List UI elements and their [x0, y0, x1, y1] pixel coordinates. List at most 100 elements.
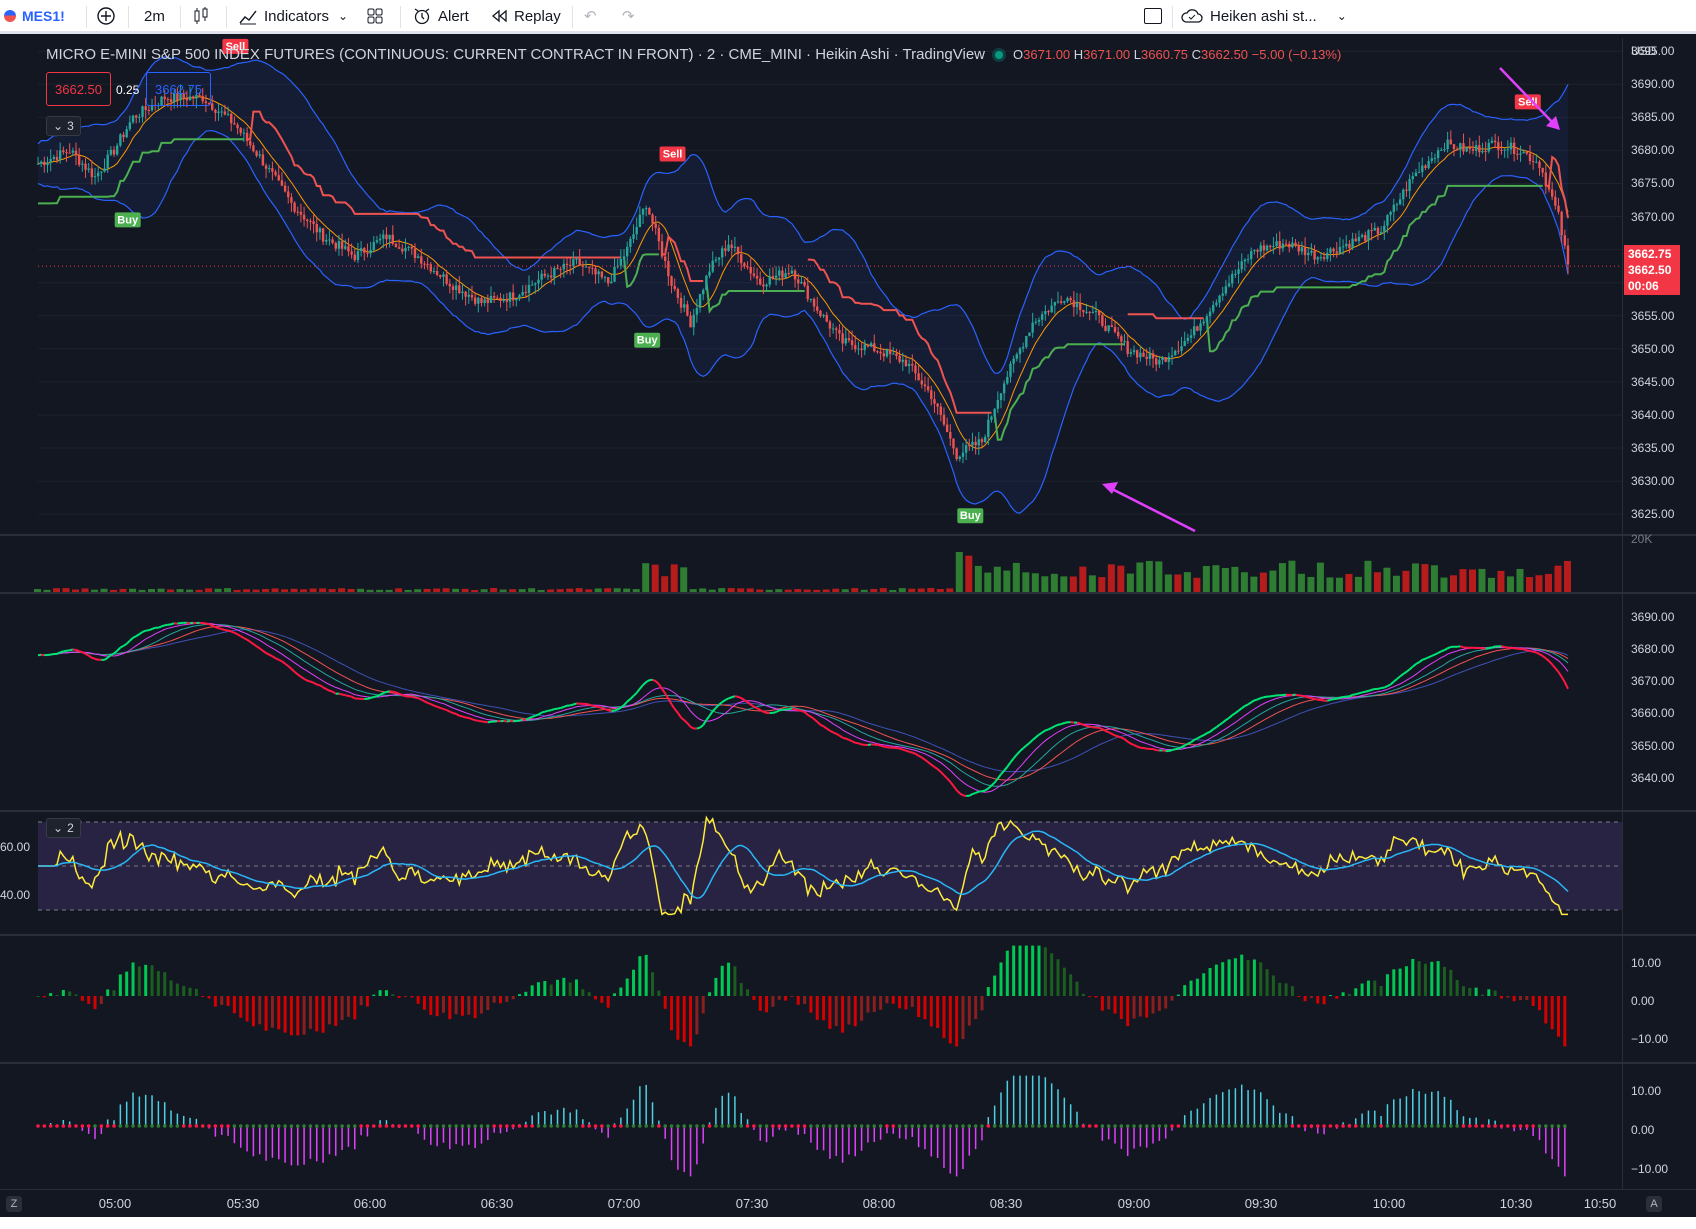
buy-price-button[interactable]: 3662.75	[146, 72, 211, 106]
volume-axis[interactable]: 20K	[1622, 532, 1696, 592]
candle-body	[378, 238, 382, 241]
templates-button[interactable]	[366, 0, 384, 32]
candle	[439, 274, 442, 280]
rsi-chart[interactable]	[0, 812, 1622, 934]
candle	[1231, 270, 1234, 288]
oscillator-bar	[68, 991, 72, 996]
candle	[1319, 252, 1323, 262]
squeeze-dot	[397, 1124, 401, 1128]
candle-body	[119, 134, 122, 146]
fast-ma-segment	[667, 698, 673, 705]
candle	[711, 251, 714, 274]
candle-body	[1221, 293, 1224, 296]
candle-body	[689, 315, 692, 328]
indicator-collapse-rsi[interactable]: ⌄ 2	[46, 818, 81, 838]
candle-body	[1224, 286, 1228, 294]
volume-chart[interactable]	[0, 536, 1622, 592]
squeeze-dot	[954, 1124, 959, 1128]
momentum-oscillator-chart[interactable]	[0, 1064, 1622, 1189]
bar-style-button[interactable]	[192, 0, 210, 32]
bar-countdown: 00:06	[1624, 277, 1680, 295]
time-axis[interactable]: Z 05:00 05:30 06:00 06:30 07:00 07:30 08:00 08:…	[0, 1189, 1696, 1218]
oscillator-bar	[302, 996, 306, 1035]
candle	[188, 86, 192, 101]
auto-scale-button[interactable]: A	[1646, 1196, 1662, 1212]
candle	[239, 126, 242, 136]
candle-body	[1348, 243, 1351, 249]
candle	[1040, 311, 1044, 327]
indicator-collapse-main[interactable]: ⌄ 3	[46, 116, 81, 136]
fast-ma-segment	[1218, 721, 1224, 726]
candle	[575, 256, 578, 265]
replay-button[interactable]: Replay	[490, 0, 561, 32]
candle	[245, 127, 249, 147]
oscillator-axis-1[interactable]: 10.00 0.00 −10.00	[1622, 936, 1696, 1062]
candle-body	[480, 297, 483, 304]
fast-ma-segment	[1320, 699, 1325, 702]
oscillator-axis-2[interactable]: 10.00 0.00 −10.00	[1622, 1064, 1696, 1189]
oscillator-bar	[188, 987, 192, 996]
fullscreen-button[interactable]	[1144, 0, 1162, 32]
add-symbol-button[interactable]	[96, 0, 116, 32]
rsi-axis[interactable]	[1622, 812, 1696, 934]
candle	[1174, 349, 1177, 356]
oscillator-bar	[55, 995, 59, 997]
candle-body	[93, 176, 97, 178]
volume-bar	[860, 589, 868, 592]
candle	[901, 352, 904, 371]
fast-ma-segment	[750, 703, 755, 708]
oscillator-bar	[156, 971, 160, 996]
candle-body	[1395, 204, 1399, 206]
sell-price-button[interactable]: 3662.50	[46, 72, 111, 106]
alert-button[interactable]: Alert	[412, 0, 469, 32]
volume-bar	[347, 589, 355, 592]
interval-button[interactable]: 2m	[144, 0, 165, 32]
volume-bar	[1069, 576, 1077, 592]
oscillator-bar	[619, 987, 623, 996]
candle	[1446, 131, 1449, 153]
redo-button[interactable]: ↷	[622, 0, 635, 32]
buy-signal-label: Buy	[114, 212, 141, 228]
oscillator-bar	[834, 996, 838, 1026]
candle	[1123, 334, 1126, 346]
fast-ma-segment	[883, 745, 888, 749]
oscillator-bar	[49, 993, 53, 996]
squeeze-oscillator-chart[interactable]	[0, 936, 1622, 1062]
ma-line	[37, 625, 1569, 781]
left-corner-button[interactable]: Z	[6, 1196, 22, 1212]
fast-ma-segment	[1200, 734, 1205, 738]
fast-ma-segment	[373, 695, 378, 698]
indicators-dropdown[interactable]: ⌄	[338, 0, 348, 32]
squeeze-dot	[1296, 1124, 1301, 1128]
time-tick: 05:00	[98, 1196, 132, 1211]
fast-ma-segment	[1501, 645, 1505, 648]
ma-ribbon-chart[interactable]	[0, 594, 1622, 810]
candle-body	[486, 299, 490, 303]
currency-label[interactable]: USD	[1631, 44, 1657, 58]
oscillator-bar	[600, 996, 604, 1003]
candle-body	[442, 274, 445, 277]
layout-button[interactable]: Heiken ashi st... ⌄	[1180, 0, 1347, 32]
oscillator-bar	[277, 996, 281, 1030]
candle	[1291, 236, 1294, 249]
undo-button[interactable]: ↶	[584, 0, 597, 32]
fast-ma-segment	[107, 654, 112, 659]
candle	[765, 283, 768, 291]
candle-body	[432, 270, 436, 272]
candle-body	[1243, 259, 1247, 262]
volume-bar	[927, 588, 935, 592]
fast-ma-segment	[851, 740, 856, 744]
oscillator-bar	[74, 994, 78, 996]
indicators-button[interactable]: Indicators	[238, 0, 329, 32]
volume-bar	[1231, 566, 1239, 592]
volume-bar	[72, 589, 80, 592]
candle-body	[825, 314, 828, 322]
symbol-search[interactable]: MES1!	[4, 0, 65, 32]
squeeze-dot	[530, 1124, 534, 1128]
squeeze-dot	[992, 1124, 997, 1128]
ma-axis[interactable]: 3690.00 3680.00 3670.00 3660.00 3650.00 3640.…	[1622, 594, 1696, 810]
squeeze-dot	[1125, 1124, 1130, 1128]
candle-body	[527, 284, 531, 293]
candle-body	[179, 93, 182, 101]
